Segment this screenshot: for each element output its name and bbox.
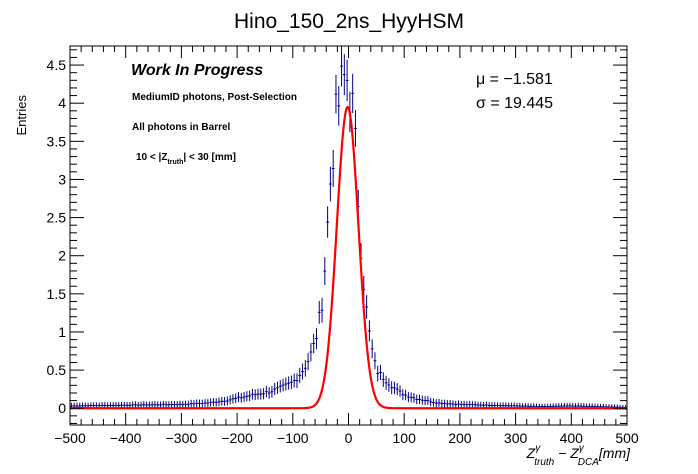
x-tick-label: −300 [166, 430, 198, 446]
y-axis-label: Entries [14, 95, 29, 136]
y-tick-label: 2 [58, 248, 66, 264]
x-tick-label: 100 [393, 430, 417, 446]
y-tick-label: 4 [58, 95, 66, 111]
x-tick-label: 200 [448, 430, 472, 446]
x-tick-label: 300 [504, 430, 528, 446]
x-tick-label: 500 [615, 430, 639, 446]
x-tick-label: −200 [221, 430, 253, 446]
region-note: All photons in Barrel [132, 122, 231, 133]
x-tick-label: −500 [54, 430, 86, 446]
selection-note: MediumID photons, Post-Selection [132, 92, 297, 103]
gaussian-fit-curve [70, 105, 627, 410]
x-tick-label: 400 [560, 430, 584, 446]
y-tick-label: 1.5 [47, 286, 67, 302]
x-tick-label: −400 [110, 430, 142, 446]
zcut-note: 10 < |Ztruth| < 30 [mm] [136, 152, 236, 166]
plot-area [70, 45, 627, 410]
y-tick-label: 2.5 [47, 210, 67, 226]
sigma-stat: σ = 19.445 [476, 95, 553, 112]
mu-stat: μ = −1.581 [476, 71, 553, 88]
y-tick-label: 0.5 [47, 362, 67, 378]
y-tick-label: 3.5 [47, 133, 67, 149]
x-axis-label: Zγ truth − Zγ DCA[mm] [526, 443, 631, 468]
y-tick-label: 3 [58, 171, 66, 187]
x-tick-label: 0 [345, 430, 353, 446]
axes: −500 −400 −300 −200 −100 0 100 200 300 400 500 0 0.5… [47, 45, 639, 446]
work-in-progress-label: Work In Progress [131, 62, 263, 79]
chart-title: Hino_150_2ns_HyyHSM [234, 10, 464, 33]
y-tick-label: 4.5 [47, 57, 67, 73]
y-tick-label: 0 [58, 400, 66, 416]
x-tick-label: −100 [277, 430, 309, 446]
y-tick-label: 1 [58, 324, 66, 340]
